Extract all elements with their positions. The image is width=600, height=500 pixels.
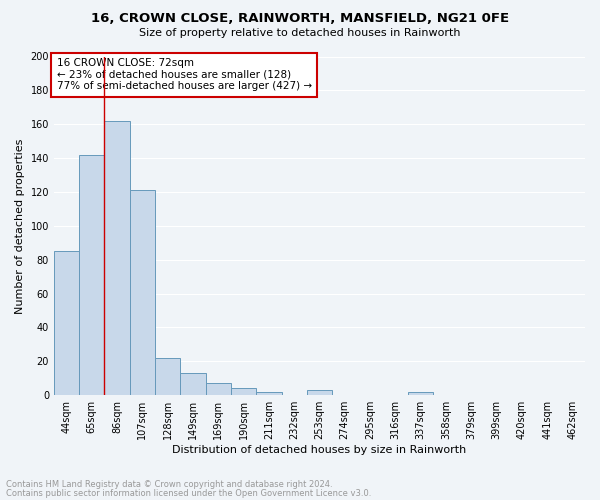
Bar <box>130 190 155 395</box>
Text: 16 CROWN CLOSE: 72sqm
← 23% of detached houses are smaller (128)
77% of semi-det: 16 CROWN CLOSE: 72sqm ← 23% of detached … <box>56 58 311 92</box>
X-axis label: Distribution of detached houses by size in Rainworth: Distribution of detached houses by size … <box>172 445 467 455</box>
Text: Contains HM Land Registry data © Crown copyright and database right 2024.: Contains HM Land Registry data © Crown c… <box>6 480 332 489</box>
Y-axis label: Number of detached properties: Number of detached properties <box>15 138 25 314</box>
Bar <box>231 388 256 395</box>
Bar <box>181 373 206 395</box>
Bar <box>256 392 281 395</box>
Text: Contains public sector information licensed under the Open Government Licence v3: Contains public sector information licen… <box>6 488 371 498</box>
Bar <box>79 154 104 395</box>
Text: Size of property relative to detached houses in Rainworth: Size of property relative to detached ho… <box>139 28 461 38</box>
Bar <box>307 390 332 395</box>
Text: 16, CROWN CLOSE, RAINWORTH, MANSFIELD, NG21 0FE: 16, CROWN CLOSE, RAINWORTH, MANSFIELD, N… <box>91 12 509 26</box>
Bar <box>155 358 181 395</box>
Bar <box>54 252 79 395</box>
Bar <box>206 384 231 395</box>
Bar <box>408 392 433 395</box>
Bar <box>104 121 130 395</box>
